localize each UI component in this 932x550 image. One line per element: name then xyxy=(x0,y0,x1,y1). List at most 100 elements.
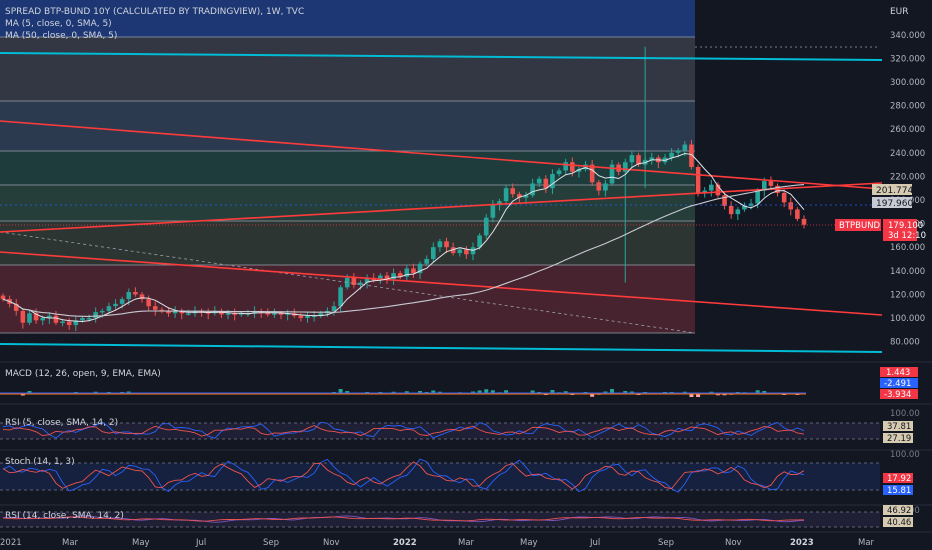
ma5-price-value: 201.774 xyxy=(876,186,913,196)
time-tick: 2022 xyxy=(393,538,417,548)
candle-body xyxy=(695,166,701,193)
candle-body xyxy=(60,321,65,324)
range-zone-top xyxy=(0,0,695,37)
candle-body xyxy=(119,299,125,304)
price-axis[interactable]: 340.000 320.000 300.000 280.000 260.000 240.0… xyxy=(890,31,925,348)
candle-body xyxy=(404,268,410,277)
candle-body xyxy=(397,273,403,277)
macd-bar xyxy=(682,391,687,393)
macd-bar xyxy=(93,391,98,393)
price-tick: 100.000 xyxy=(890,314,925,324)
candle-body xyxy=(47,315,52,318)
price-tick: 80.000 xyxy=(890,338,920,348)
candle-body xyxy=(126,292,132,300)
channel-lower-line[interactable] xyxy=(0,343,883,353)
time-tick: Mar xyxy=(858,538,875,548)
rsi1-signal-line xyxy=(2,425,805,437)
macd-bar xyxy=(471,391,476,393)
candle-body xyxy=(437,241,443,248)
macd-bar xyxy=(126,391,131,393)
rsi2-signal-value: 40.46 xyxy=(887,518,911,528)
candle-body xyxy=(391,273,396,280)
candle-body xyxy=(318,313,324,316)
ma5-price-tag xyxy=(872,184,912,195)
candle-body xyxy=(761,181,767,191)
trendline-lower[interactable] xyxy=(0,251,883,316)
candle-body xyxy=(444,241,449,248)
candle-body xyxy=(351,277,357,285)
candle-body xyxy=(556,170,562,175)
macd-bar xyxy=(404,391,409,393)
stoch-d-tag xyxy=(883,485,913,495)
price-tick: 320.000 xyxy=(890,54,925,64)
candle-body xyxy=(331,306,337,311)
candle-body xyxy=(80,318,85,321)
candle-body xyxy=(477,235,482,248)
candle-body xyxy=(106,306,112,311)
candle-body xyxy=(589,164,595,183)
candle-body xyxy=(669,152,674,158)
stoch-d-value: 15.81 xyxy=(887,486,911,496)
macd-bar xyxy=(437,391,442,393)
ma50-price-tag xyxy=(872,197,912,208)
macd-hist-value: 1.443 xyxy=(886,368,910,378)
candle-body xyxy=(768,181,774,186)
range-zone-4 xyxy=(0,185,695,221)
candle-body xyxy=(570,162,575,172)
rsi2-tag xyxy=(883,505,913,515)
candle-body xyxy=(722,195,727,206)
price-tick: 240.000 xyxy=(890,149,925,159)
trendline-upper[interactable] xyxy=(0,120,883,190)
rsi1-signal-tag xyxy=(883,433,913,443)
range-zone-lines xyxy=(0,36,695,334)
currency-label: EUR xyxy=(890,7,909,17)
macd-bar xyxy=(504,390,509,393)
macd-bar xyxy=(27,391,32,393)
candle-body xyxy=(649,157,655,160)
range-zone-1 xyxy=(0,37,695,101)
candle-body xyxy=(417,263,423,274)
candle-body xyxy=(86,318,92,320)
price-tick: 160.000 xyxy=(890,243,925,253)
price-tick: 120.000 xyxy=(890,290,925,300)
macd-signal-value: -3.934 xyxy=(884,390,911,400)
candle-body xyxy=(536,178,542,184)
macd-bar xyxy=(623,391,628,393)
macd-bar xyxy=(762,391,767,393)
candle-body xyxy=(801,218,807,225)
price-tick: 140.000 xyxy=(890,267,925,277)
candle-body xyxy=(305,315,310,318)
macd-bar xyxy=(755,390,760,393)
candle-body xyxy=(596,182,602,191)
ma50-price-value: 197.960 xyxy=(876,199,913,209)
channel-upper-line[interactable] xyxy=(0,52,883,61)
macd-hist-tag xyxy=(880,367,918,377)
time-axis[interactable]: 2021 Mar May Jul Sep Nov 2022 Mar May Jul Sep Nov 20… xyxy=(0,538,875,548)
candle-body xyxy=(576,169,582,172)
time-tick: 2023 xyxy=(790,538,814,548)
candle-body xyxy=(517,194,522,198)
candle-body xyxy=(450,247,456,254)
candle-body xyxy=(702,190,708,193)
candle-body xyxy=(629,155,635,163)
time-tick: Mar xyxy=(62,538,79,548)
macd-bar xyxy=(345,391,350,393)
trendline-support[interactable] xyxy=(0,182,883,233)
stoch-d-line xyxy=(2,461,805,490)
candle-body xyxy=(781,192,787,203)
macd-bar xyxy=(550,390,555,393)
ma50-line xyxy=(2,184,805,317)
candle-body xyxy=(622,162,628,172)
rsi1-line xyxy=(2,421,805,439)
time-tick: 2021 xyxy=(0,538,22,548)
macd-bar xyxy=(696,393,701,397)
price-tick: 300.000 xyxy=(890,78,925,88)
price-tick: 260.000 xyxy=(890,125,925,135)
rsi2-signal-line xyxy=(2,516,805,522)
candle-body xyxy=(99,310,105,313)
rsi2-signal-tag xyxy=(883,517,913,527)
candle-body xyxy=(543,178,549,189)
candle-body xyxy=(550,174,555,189)
candle-body xyxy=(139,294,145,300)
